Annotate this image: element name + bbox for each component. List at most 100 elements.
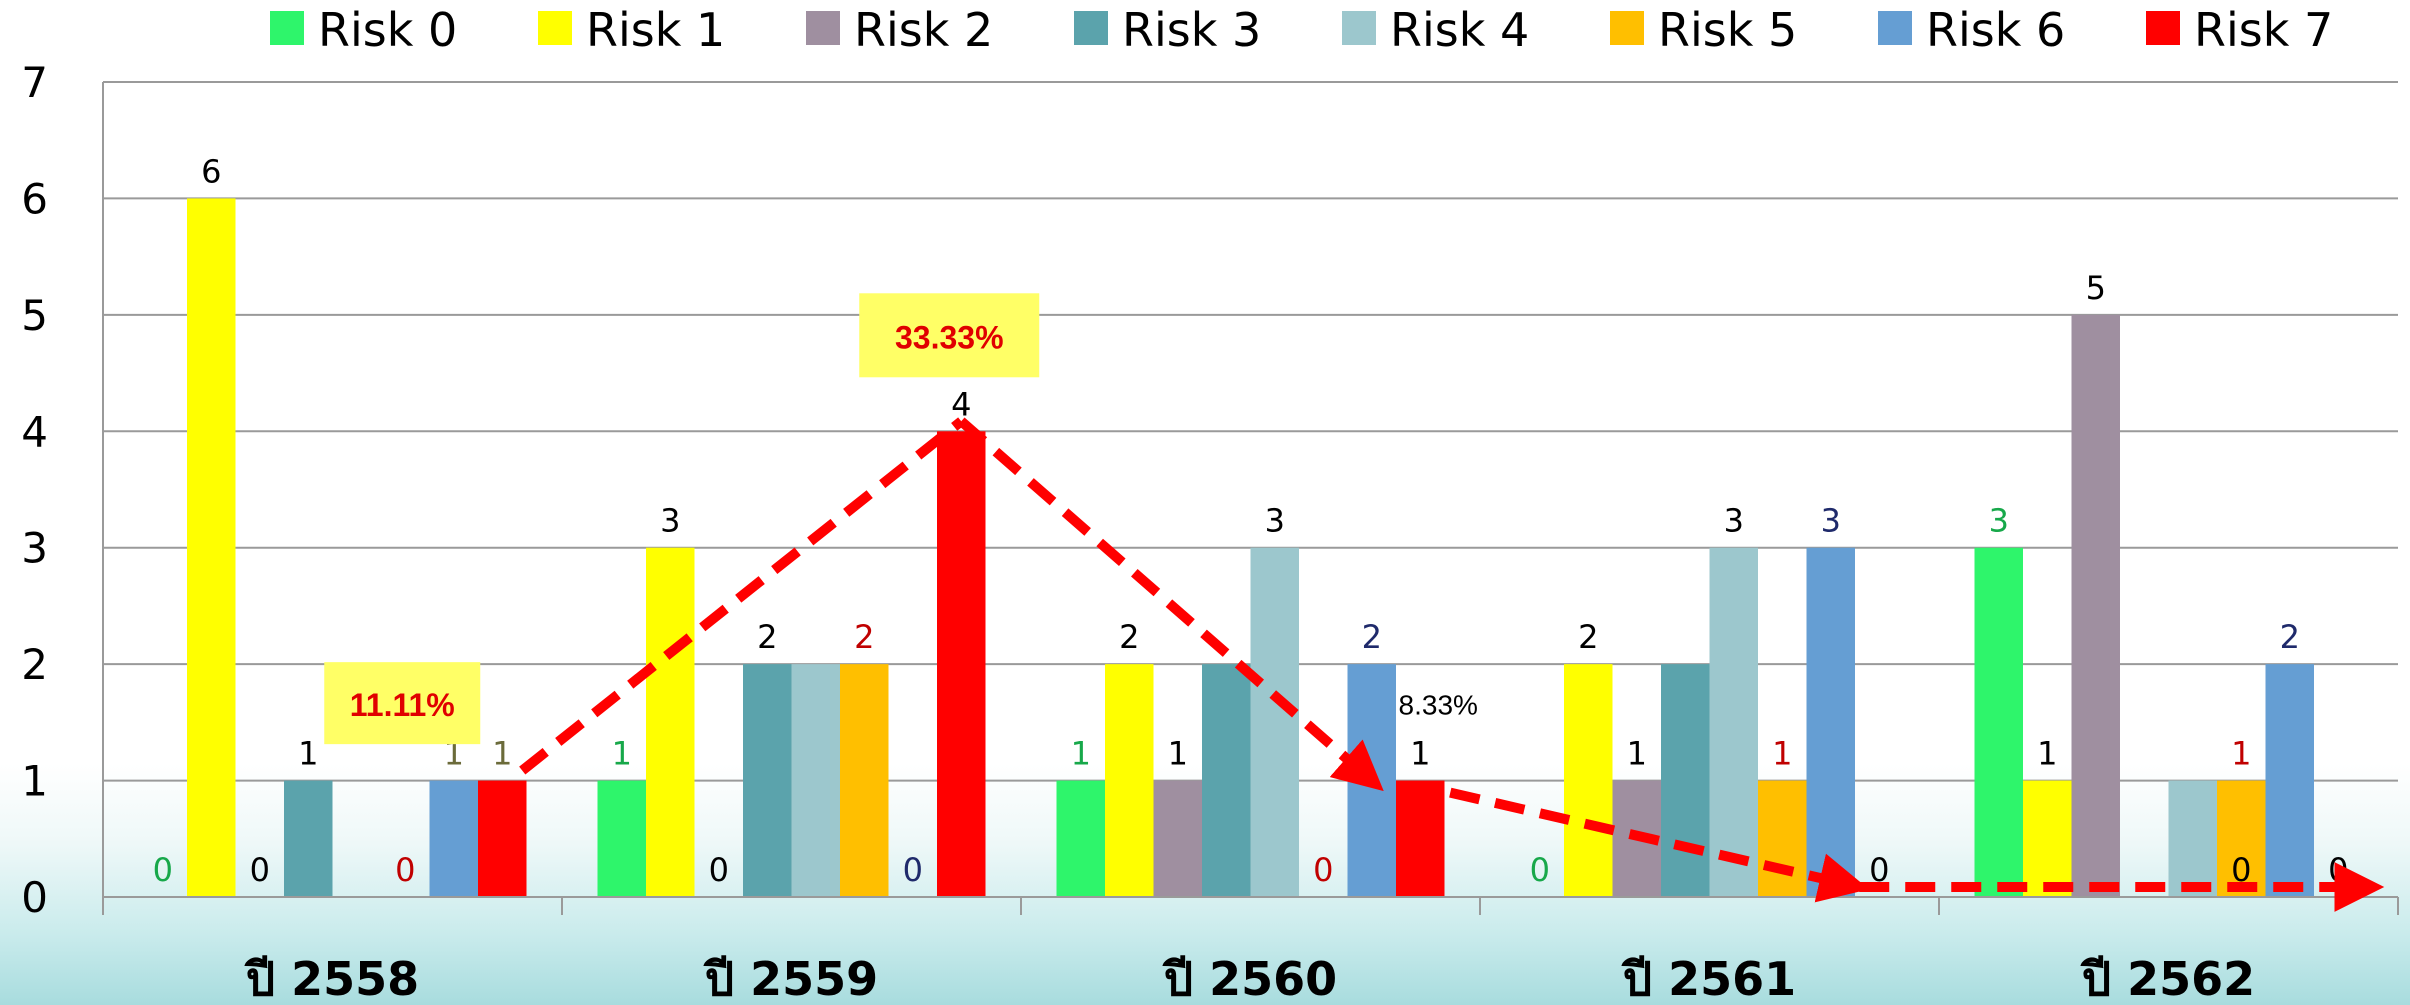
data-label: 0 bbox=[1869, 851, 1889, 889]
data-label: 0 bbox=[250, 851, 270, 889]
legend-swatch-6 bbox=[1878, 11, 1912, 45]
data-label: 1 bbox=[1168, 735, 1188, 773]
bar bbox=[2217, 780, 2266, 897]
annotation-box bbox=[859, 293, 1040, 378]
bar bbox=[1056, 780, 1105, 897]
trend-segment bbox=[519, 417, 965, 775]
data-label: 1 bbox=[298, 735, 318, 773]
annotation-box bbox=[324, 662, 481, 745]
data-label: 5 bbox=[2086, 269, 2106, 307]
bar bbox=[1250, 547, 1299, 897]
bar bbox=[2023, 780, 2072, 897]
y-tick-label: 2 bbox=[21, 640, 48, 689]
data-label: 0 bbox=[709, 851, 729, 889]
bar bbox=[1564, 664, 1613, 897]
data-label: 1 bbox=[2231, 735, 2251, 773]
y-tick-label: 4 bbox=[21, 407, 48, 456]
data-label: 0 bbox=[903, 851, 923, 889]
bar bbox=[1974, 547, 2023, 897]
data-label: 1 bbox=[612, 735, 632, 773]
legend-swatch-2 bbox=[806, 11, 840, 45]
x-category-label: ปี 2559 bbox=[703, 952, 879, 1005]
bar bbox=[1709, 547, 1758, 897]
data-label: 2 bbox=[2280, 618, 2300, 656]
bar bbox=[429, 780, 478, 897]
data-label: 0 bbox=[153, 851, 173, 889]
data-label: 2 bbox=[1578, 618, 1598, 656]
data-label: 3 bbox=[1265, 502, 1285, 540]
data-label: 3 bbox=[1821, 502, 1841, 540]
y-axis: 0 1 2 3 4 5 6 7 bbox=[21, 58, 104, 922]
bar bbox=[478, 780, 527, 897]
data-label: 2 bbox=[854, 618, 874, 656]
data-label: 3 bbox=[1989, 502, 2009, 540]
legend-label-1: Risk 1 bbox=[586, 3, 725, 57]
legend-swatch-0 bbox=[270, 11, 304, 45]
legend-label-4: Risk 4 bbox=[1390, 3, 1529, 57]
data-label: 2 bbox=[1362, 618, 1382, 656]
legend-swatch-4 bbox=[1342, 11, 1376, 45]
legend-swatch-1 bbox=[538, 11, 572, 45]
bar bbox=[1396, 780, 1445, 897]
data-label: 1 bbox=[1410, 735, 1430, 773]
y-tick-label: 1 bbox=[21, 757, 48, 806]
y-tick-label: 5 bbox=[21, 291, 48, 340]
y-tick-label: 0 bbox=[21, 873, 48, 922]
bar bbox=[840, 664, 889, 897]
legend: Risk 0 Risk 1 Risk 2 Risk 3 Risk 4 Risk 5 Risk… bbox=[270, 3, 2333, 57]
trend-segment bbox=[957, 417, 1384, 792]
bar bbox=[646, 547, 695, 897]
bar bbox=[2071, 314, 2120, 897]
data-label: 1 bbox=[1627, 735, 1647, 773]
data-label: 0 bbox=[1313, 851, 1333, 889]
data-label: 6 bbox=[201, 152, 221, 190]
data-label: 2 bbox=[1119, 618, 1139, 656]
annotation-label: 11.11% bbox=[350, 687, 455, 723]
x-category-label: ปี 2561 bbox=[1621, 952, 1797, 1005]
annotation-label: 8.33% bbox=[1399, 690, 1478, 721]
legend-swatch-5 bbox=[1610, 11, 1644, 45]
bar bbox=[1153, 780, 1202, 897]
bar bbox=[1347, 664, 1396, 897]
bar bbox=[743, 664, 792, 897]
y-tick-label: 3 bbox=[21, 524, 48, 573]
x-category-label: ปี 2560 bbox=[1162, 952, 1338, 1005]
bar bbox=[2265, 664, 2314, 897]
bar bbox=[1105, 664, 1154, 897]
trend-segment bbox=[1449, 787, 1869, 903]
bar bbox=[1202, 664, 1251, 897]
trend-line bbox=[519, 417, 2385, 912]
data-label: 1 bbox=[2037, 735, 2057, 773]
bar bbox=[2168, 780, 2217, 897]
x-axis: ปี 2558 ปี 2559 ปี 2560 ปี 2561 ปี 2562 bbox=[102, 896, 2399, 1005]
x-category-label: ปี 2562 bbox=[2080, 952, 2256, 1005]
annotations: 11.11% 33.33% 8.33% bbox=[324, 293, 1478, 745]
annotation-label: 33.33% bbox=[895, 319, 1004, 355]
x-category-label: ปี 2558 bbox=[244, 952, 420, 1005]
bar bbox=[187, 198, 236, 897]
data-label: 3 bbox=[1724, 502, 1744, 540]
data-label: 1 bbox=[492, 735, 512, 773]
data-label: 0 bbox=[395, 851, 415, 889]
legend-label-3: Risk 3 bbox=[1122, 3, 1261, 57]
bar bbox=[937, 431, 986, 897]
bar bbox=[597, 780, 646, 897]
legend-swatch-3 bbox=[1074, 11, 1108, 45]
legend-label-0: Risk 0 bbox=[318, 3, 457, 57]
data-label: 1 bbox=[1071, 735, 1091, 773]
bar bbox=[791, 664, 840, 897]
bars bbox=[187, 198, 2314, 897]
bar bbox=[1806, 547, 1855, 897]
data-label: 1 bbox=[1772, 735, 1792, 773]
y-tick-label: 7 bbox=[21, 58, 48, 107]
data-label: 0 bbox=[2231, 851, 2251, 889]
bar bbox=[1661, 664, 1710, 897]
data-label: 0 bbox=[1530, 851, 1550, 889]
y-tick-label: 6 bbox=[21, 174, 48, 223]
legend-label-7: Risk 7 bbox=[2194, 3, 2333, 57]
bar bbox=[284, 780, 333, 897]
legend-label-6: Risk 6 bbox=[1926, 3, 2065, 57]
data-label: 4 bbox=[951, 385, 971, 423]
